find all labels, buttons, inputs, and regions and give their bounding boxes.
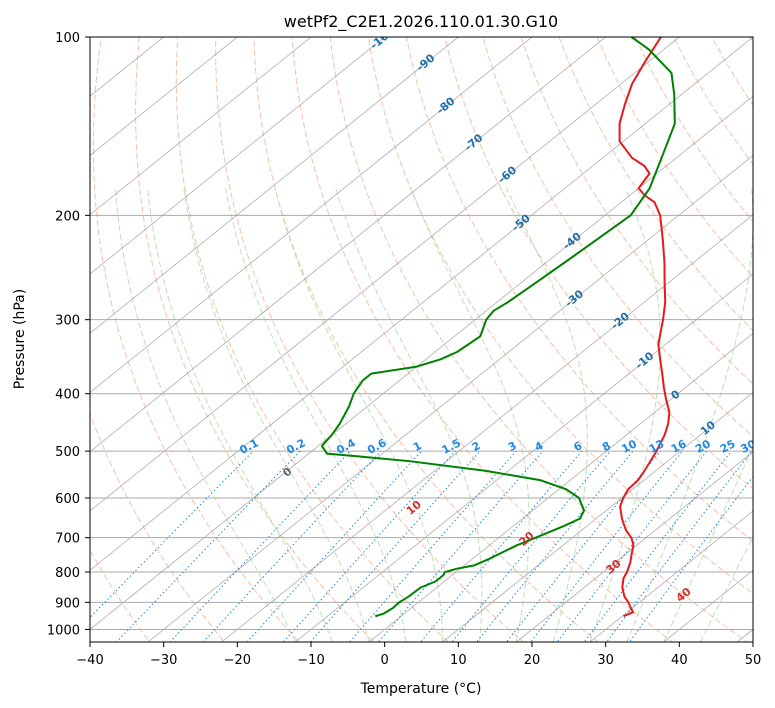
x-tick-label: 0 [381, 653, 389, 668]
dewpoint-profile [320, 37, 676, 618]
temperature-profile [618, 37, 671, 618]
y-tick-label: 800 [55, 566, 80, 581]
pressure-grid [90, 37, 753, 630]
moist-adiabat-line [115, 188, 296, 642]
y-tick-label: 200 [55, 209, 80, 224]
isotherm-line [90, 95, 753, 630]
mixing-ratio-lines [90, 450, 753, 642]
x-tick-label: −20 [224, 653, 251, 668]
mixing-ratio-line [282, 450, 456, 642]
dry-adiabat-line [329, 37, 749, 642]
x-axis-title: Temperature (°C) [360, 681, 482, 697]
y-tick-label: 1000 [47, 623, 80, 638]
isotherm-line [90, 37, 680, 512]
y-tick-label: 500 [55, 445, 80, 460]
isotherm-line [294, 273, 753, 642]
isotherm-line [147, 154, 753, 642]
mixing-ratio-label: 25 [718, 437, 738, 456]
dry-adiabat-line [135, 37, 375, 642]
moist-adiabat-line [335, 188, 483, 642]
mixing-ratio-line [246, 450, 422, 642]
x-axis: −40 −30 −20 −10 0 10 20 30 40 50 [76, 642, 761, 668]
y-tick-label: 600 [55, 492, 80, 507]
mixing-ratio-line [169, 450, 351, 642]
moist-adiabat-line [274, 188, 444, 642]
mixing-ratio-label: 30 [738, 437, 758, 456]
moist-adiabat-line [589, 188, 661, 642]
mixing-ratio-line [202, 450, 382, 642]
mixing-ratio-labels: 0.10.20.40.611.52346810131620253036 [237, 436, 758, 457]
mixing-ratio-line [505, 450, 661, 642]
isotherm-line [90, 37, 607, 453]
isotherm-line [90, 37, 533, 393]
isotherm-line [442, 391, 753, 642]
dry-adiabat-line [90, 412, 226, 642]
y-tick-label: 900 [55, 596, 80, 611]
mixing-ratio-line [349, 450, 517, 642]
dry-adiabat-line [215, 37, 524, 642]
y-axis-title: Pressure (hPa) [12, 289, 28, 389]
dry-adiabat-line [291, 37, 674, 642]
mixing-ratio-line [309, 450, 481, 642]
plot-frame [89, 36, 754, 643]
mixing-ratio-label: 20 [693, 437, 713, 456]
x-tick-label: 10 [450, 653, 467, 668]
isotherm-line [90, 37, 753, 571]
dry-adiabat-line [520, 37, 753, 385]
isotherm-line [90, 37, 459, 334]
isotherm-line [515, 451, 753, 642]
x-tick-label: −40 [76, 653, 103, 668]
x-tick-label: 30 [597, 653, 614, 668]
mixing-ratio-line [583, 450, 732, 642]
mixing-ratio-line [115, 450, 301, 642]
x-tick-label: 20 [524, 653, 541, 668]
dry-adiabat-line [482, 37, 753, 438]
mixing-ratio-label: 16 [669, 437, 689, 456]
dry-adiabat-line [444, 37, 753, 490]
y-axis: 100 200 300 400 500 600 700 800 900 1000 [47, 31, 90, 638]
x-tick-label: −30 [150, 653, 177, 668]
isotherm-line [368, 332, 753, 642]
mixing-ratio-line [556, 450, 708, 642]
isotherm-line [90, 37, 312, 216]
y-tick-label: 300 [55, 314, 80, 329]
x-tick-label: 50 [745, 653, 762, 668]
isotherm-line [589, 510, 753, 642]
isotherm-line [90, 37, 386, 275]
y-tick-label: 700 [55, 532, 80, 547]
chart-title: wetPf2_C2E1.2026.110.01.30.G10 [284, 12, 558, 32]
mixing-ratio-line [476, 450, 634, 642]
moist-adiabat-line [410, 188, 530, 642]
x-tick-label: 40 [671, 653, 688, 668]
isotherms [90, 37, 753, 642]
mixing-ratio-line [377, 450, 544, 642]
x-tick-label: −10 [297, 653, 324, 668]
y-tick-label: 400 [55, 388, 80, 403]
isotherm-line [221, 214, 753, 642]
profiles [320, 37, 676, 618]
mixing-ratio-label: 10 [619, 437, 639, 456]
moist-adiabat-line [147, 188, 333, 642]
dry-adiabat-line [92, 37, 300, 642]
y-tick-label: 100 [55, 31, 80, 46]
moist-adiabat-line [183, 188, 370, 642]
dry-adiabats [90, 37, 753, 642]
dry-adiabat-line [253, 37, 599, 642]
isotherm-line [90, 37, 238, 157]
mixing-ratio-label: 13 [647, 437, 667, 456]
moist-adiabat-line [626, 188, 753, 642]
